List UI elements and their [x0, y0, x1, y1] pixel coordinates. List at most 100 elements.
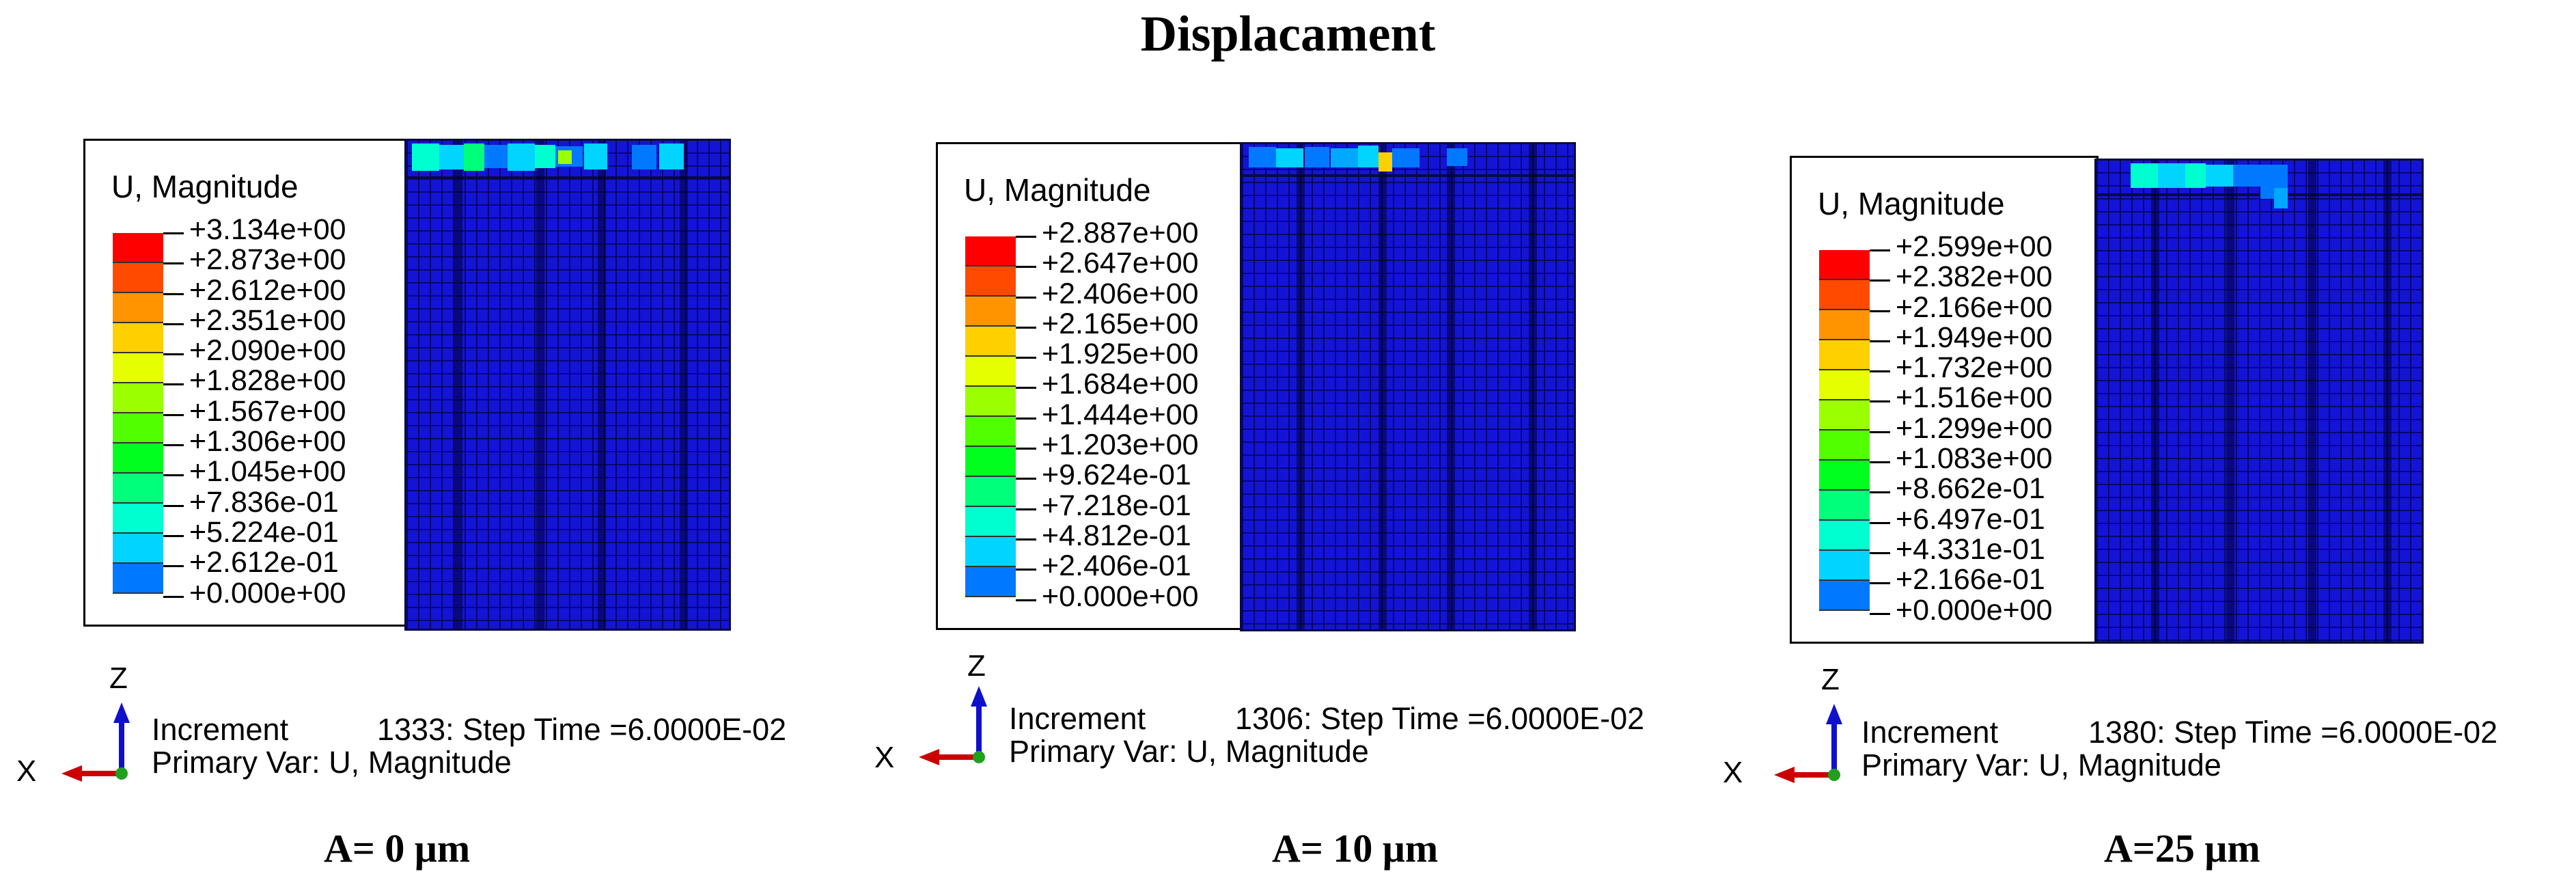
color-swatch [113, 323, 163, 353]
legend-box: U, Magnitude +2.599e+00 +2.382e+00 +2.166e… [1790, 156, 2099, 644]
legend-values: +3.134e+00 +2.873e+00 +2.612e+00 +2.351e+00… [163, 215, 346, 608]
color-swatch [965, 507, 1016, 537]
legend-value: +2.090e+00 [163, 336, 346, 366]
legend-box: U, Magnitude +2.887e+00 +2.647e+00 +2.406e… [936, 142, 1243, 630]
color-swatch [113, 564, 163, 594]
legend-value: +2.382e+00 [1870, 262, 2053, 292]
color-swatch [1819, 370, 1870, 400]
color-swatch [1819, 551, 1870, 581]
color-swatch [965, 537, 1016, 567]
legend-title: U, Magnitude [111, 169, 299, 204]
primary-var: Primary Var: U, Magnitude [152, 745, 512, 780]
color-scale [113, 233, 163, 594]
axis-x-label: X [874, 741, 895, 774]
legend-value: +1.306e+00 [163, 426, 346, 456]
caption: A= 0 μm [324, 826, 471, 871]
legend-value: +7.218e-01 [1016, 491, 1199, 521]
legend-value: +1.567e+00 [163, 396, 346, 426]
color-swatch [113, 263, 163, 293]
color-swatch [1819, 340, 1870, 370]
legend-value: +2.647e+00 [1016, 248, 1199, 278]
color-swatch [965, 297, 1016, 327]
legend-value: +1.925e+00 [1016, 339, 1199, 369]
legend-title: U, Magnitude [1818, 186, 2005, 221]
color-swatch [113, 383, 163, 413]
primary-var: Primary Var: U, Magnitude [1861, 748, 2221, 782]
axis-z-label: Z [967, 649, 986, 683]
mesh-top-damage [2131, 163, 2288, 208]
color-swatch [965, 417, 1016, 447]
color-swatch [113, 353, 163, 383]
color-swatch [113, 413, 163, 443]
color-swatch [1819, 280, 1870, 310]
axis-z-label: Z [109, 661, 128, 695]
displacement-mesh [1240, 142, 1576, 631]
color-swatch [1819, 461, 1870, 491]
color-swatch [113, 443, 163, 474]
increment-text: 1306: Step Time =6.0000E-02 [1235, 701, 1645, 736]
legend-value: +1.444e+00 [1016, 400, 1199, 430]
color-swatch [113, 474, 163, 504]
increment-label: Increment [1009, 701, 1146, 736]
color-swatch [1819, 521, 1870, 551]
color-swatch [965, 327, 1016, 357]
axis-z-label: Z [1821, 663, 1840, 696]
color-swatch [1819, 310, 1870, 340]
color-swatch [113, 293, 163, 323]
legend-value: +2.612e-01 [163, 547, 346, 577]
legend-values: +2.887e+00 +2.647e+00 +2.406e+00 +2.165e+00… [1016, 218, 1199, 612]
color-scale [965, 236, 1016, 597]
color-swatch [965, 266, 1016, 297]
legend-value: +3.134e+00 [163, 215, 346, 245]
mesh-top-damage [1249, 146, 1467, 172]
legend-value: +5.224e-01 [163, 517, 346, 547]
legend-value: +1.828e+00 [163, 366, 346, 396]
axis-triad [1774, 704, 1842, 783]
color-swatch [1819, 430, 1870, 461]
legend-value: +1.949e+00 [1870, 323, 2053, 353]
legend-value: +2.873e+00 [163, 245, 346, 275]
displacement-mesh [2094, 159, 2424, 644]
color-swatch [965, 387, 1016, 417]
color-swatch [113, 504, 163, 534]
legend-value: +7.836e-01 [163, 487, 346, 517]
legend-value: +1.045e+00 [163, 456, 346, 487]
legend-value: +0.000e+00 [1016, 581, 1199, 612]
legend-value: +9.624e-01 [1016, 460, 1199, 491]
color-swatch [1819, 581, 1870, 611]
color-swatch [965, 477, 1016, 507]
color-swatch [1819, 491, 1870, 521]
legend-value: +8.662e-01 [1870, 474, 2053, 504]
displacement-mesh [404, 139, 731, 631]
legend-value: +0.000e+00 [163, 577, 346, 608]
legend-value: +1.516e+00 [1870, 383, 2053, 413]
legend-box: U, Magnitude +3.134e+00 +2.873e+00 +2.612e… [83, 139, 410, 627]
legend-value: +2.165e+00 [1016, 309, 1199, 339]
axis-triad [61, 702, 130, 782]
legend-value: +0.000e+00 [1870, 594, 2053, 625]
legend-value: +2.599e+00 [1870, 232, 2053, 262]
legend-value: +1.203e+00 [1016, 430, 1199, 460]
increment-label: Increment [1861, 715, 1999, 750]
legend-value: +1.684e+00 [1016, 369, 1199, 400]
legend-title: U, Magnitude [964, 172, 1151, 208]
color-swatch [965, 236, 1016, 266]
caption: A=25 μm [2104, 826, 2260, 871]
color-swatch [113, 233, 163, 263]
color-swatch [1819, 250, 1870, 280]
increment-text: 1380: Step Time =6.0000E-02 [2088, 715, 2498, 750]
legend-values: +2.599e+00 +2.382e+00 +2.166e+00 +1.949e+00… [1870, 232, 2053, 625]
increment-label: Increment [152, 712, 289, 747]
legend-value: +1.299e+00 [1870, 413, 2053, 443]
legend-value: +1.732e+00 [1870, 353, 2053, 383]
figure-title: Displacament [1140, 6, 1436, 62]
color-swatch [965, 357, 1016, 387]
primary-var: Primary Var: U, Magnitude [1009, 734, 1369, 769]
legend-value: +6.497e-01 [1870, 504, 2053, 534]
color-swatch [965, 567, 1016, 597]
legend-value: +2.166e-01 [1870, 564, 2053, 594]
legend-value: +2.612e+00 [163, 275, 346, 305]
caption: A= 10 μm [1272, 826, 1439, 871]
axis-x-label: X [1723, 756, 1743, 789]
legend-value: +1.083e+00 [1870, 443, 2053, 474]
